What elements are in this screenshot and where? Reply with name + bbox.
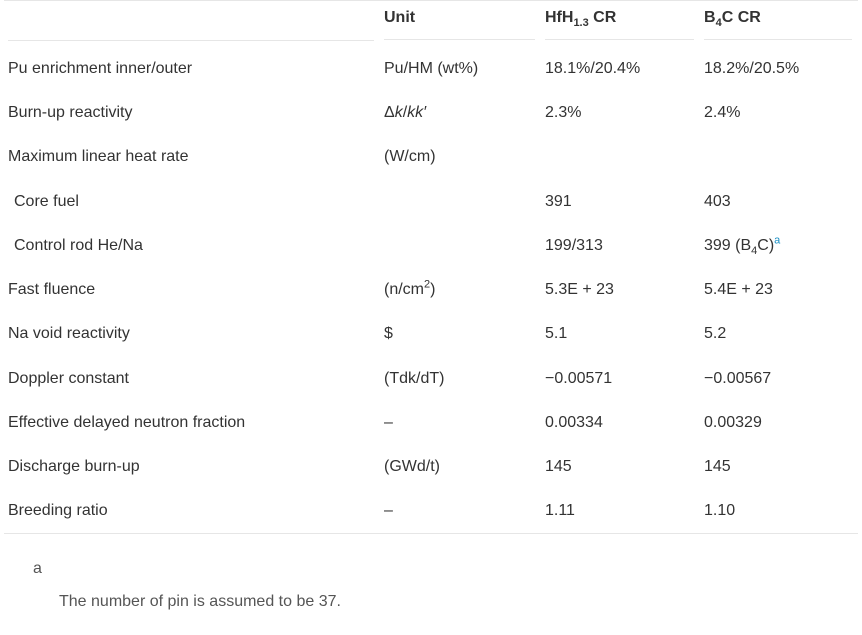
row-unit: (n/cm2) xyxy=(384,278,436,299)
row-hfh-value: 2.3% xyxy=(545,103,582,121)
row-hfh-value: 391 xyxy=(545,192,572,210)
table-header-row: Unit HfH1.3 CR B4C CR xyxy=(4,0,858,47)
row-label: Maximum linear heat rate xyxy=(8,148,189,166)
row-b4c-value: 5.2 xyxy=(704,325,727,343)
header-hfh-cr: HfH1.3 CR xyxy=(541,0,700,47)
row-hfh-value xyxy=(541,135,700,179)
row-b4c-value: 5.4E + 23 xyxy=(704,281,773,299)
footnote-ref-link[interactable]: a xyxy=(774,234,781,247)
row-b4c-value: 399 (B4C)a xyxy=(704,234,781,258)
row-unit: Pu/HM (wt%) xyxy=(384,59,479,77)
row-b4c-value xyxy=(700,135,858,179)
table-row: Control rod He/Na 199/313 399 (B4C)a xyxy=(4,224,858,268)
row-label: Doppler constant xyxy=(8,369,129,387)
table-row: Core fuel 391 403 xyxy=(4,179,858,223)
row-b4c-value: 403 xyxy=(704,192,731,210)
footnote-label: a xyxy=(33,560,42,577)
row-hfh-value: −0.00571 xyxy=(545,369,613,387)
row-unit xyxy=(380,224,541,268)
row-unit: (GWd/t) xyxy=(384,458,440,476)
row-b4c-value: −0.00567 xyxy=(704,369,772,387)
table-row: Na void reactivity $ 5.1 5.2 xyxy=(4,312,858,356)
row-hfh-value: 0.00334 xyxy=(545,414,603,432)
row-unit: – xyxy=(380,489,541,535)
row-label: Burn-up reactivity xyxy=(8,103,133,121)
row-b4c-value: 1.10 xyxy=(700,489,858,535)
row-b4c-value: 0.00329 xyxy=(704,414,762,432)
table-row: Pu enrichment inner/outer Pu/HM (wt%) 18… xyxy=(4,47,858,91)
row-hfh-value: 5.1 xyxy=(545,325,568,343)
header-parameter xyxy=(4,0,380,47)
row-unit: (Tdk/dT) xyxy=(384,369,445,387)
table-row: Effective delayed neutron fraction – 0.0… xyxy=(4,401,858,445)
row-unit xyxy=(380,179,541,223)
row-label: Core fuel xyxy=(14,192,79,210)
table-row: Discharge burn-up (GWd/t) 145 145 xyxy=(4,445,858,489)
row-label: Breeding ratio xyxy=(4,489,380,535)
row-hfh-value: 1.11 xyxy=(541,489,700,535)
row-label: Control rod He/Na xyxy=(14,236,143,254)
row-label: Effective delayed neutron fraction xyxy=(8,414,246,432)
table-row: Fast fluence (n/cm2) 5.3E + 23 5.4E + 23 xyxy=(4,268,858,312)
footnote-text: The number of pin is assumed to be 37. xyxy=(59,593,341,610)
row-unit: Δk/kk′ xyxy=(384,103,427,121)
table-row: Breeding ratio – 1.11 1.10 xyxy=(4,489,858,535)
header-unit: Unit xyxy=(380,0,541,47)
row-hfh-value: 18.1%/20.4% xyxy=(545,59,641,77)
row-b4c-value: 145 xyxy=(704,458,731,476)
row-label: Fast fluence xyxy=(8,281,96,299)
row-label: Discharge burn-up xyxy=(8,458,140,476)
table-row: Burn-up reactivity Δk/kk′ 2.3% 2.4% xyxy=(4,91,858,135)
table-footnotes: a The number of pin is assumed to be 37. xyxy=(33,560,341,611)
header-b4c-cr: B4C CR xyxy=(700,0,858,47)
row-b4c-value: 18.2%/20.5% xyxy=(704,59,800,77)
table-row: Maximum linear heat rate (W/cm) xyxy=(4,135,858,179)
row-label: Pu enrichment inner/outer xyxy=(8,59,193,77)
row-hfh-value: 5.3E + 23 xyxy=(545,281,614,299)
comparison-table-container: Unit HfH1.3 CR B4C CR Pu enrichment inne… xyxy=(4,0,858,535)
row-b4c-value: 2.4% xyxy=(704,103,741,121)
row-label: Na void reactivity xyxy=(8,325,130,343)
table-row: Doppler constant (Tdk/dT) −0.00571 −0.00… xyxy=(4,357,858,401)
row-unit: (W/cm) xyxy=(384,148,436,166)
comparison-table: Unit HfH1.3 CR B4C CR Pu enrichment inne… xyxy=(4,0,858,535)
row-unit: $ xyxy=(384,325,393,343)
row-hfh-value: 145 xyxy=(545,458,572,476)
row-hfh-value: 199/313 xyxy=(545,236,603,254)
row-unit: – xyxy=(384,414,393,432)
